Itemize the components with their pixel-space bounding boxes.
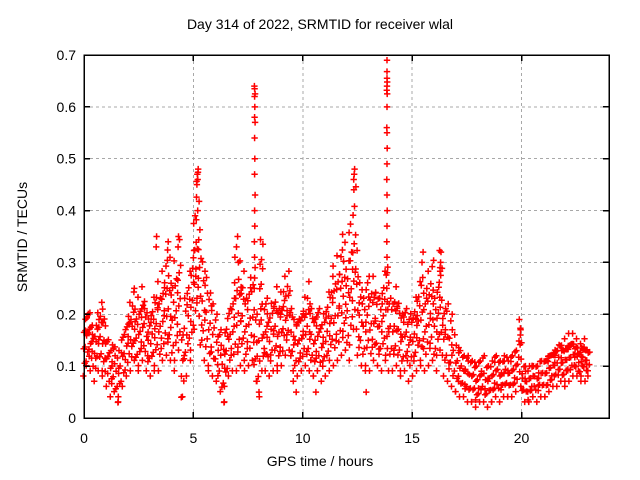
x-tick-label: 0 (80, 430, 88, 446)
data-points (80, 57, 593, 411)
y-tick-label: 0 (68, 410, 76, 426)
x-tick-label: 5 (190, 430, 198, 446)
x-tick-label: 15 (404, 430, 420, 446)
x-tick-label: 20 (514, 430, 530, 446)
y-tick-label: 0.2 (57, 306, 77, 322)
x-axis-label: GPS time / hours (266, 453, 374, 469)
axis-frame (83, 54, 610, 419)
grid-lines (84, 55, 609, 418)
axis-ticks (83, 54, 609, 419)
y-tick-label: 0.5 (57, 151, 77, 167)
chart-title: Day 314 of 2022, SRMTID for receiver wla… (186, 16, 454, 32)
y-tick-label: 0.4 (57, 203, 77, 219)
tick-labels: 0 5 10 15 20 0 0.1 0.2 0.3 0.4 0.5 0.6 0.7 (57, 47, 530, 446)
y-tick-label: 0.7 (57, 47, 77, 63)
y-tick-label: 0.3 (57, 254, 77, 270)
x-tick-label: 10 (295, 430, 311, 446)
y-tick-label: 0.6 (57, 99, 77, 115)
y-tick-label: 0.1 (57, 358, 77, 374)
